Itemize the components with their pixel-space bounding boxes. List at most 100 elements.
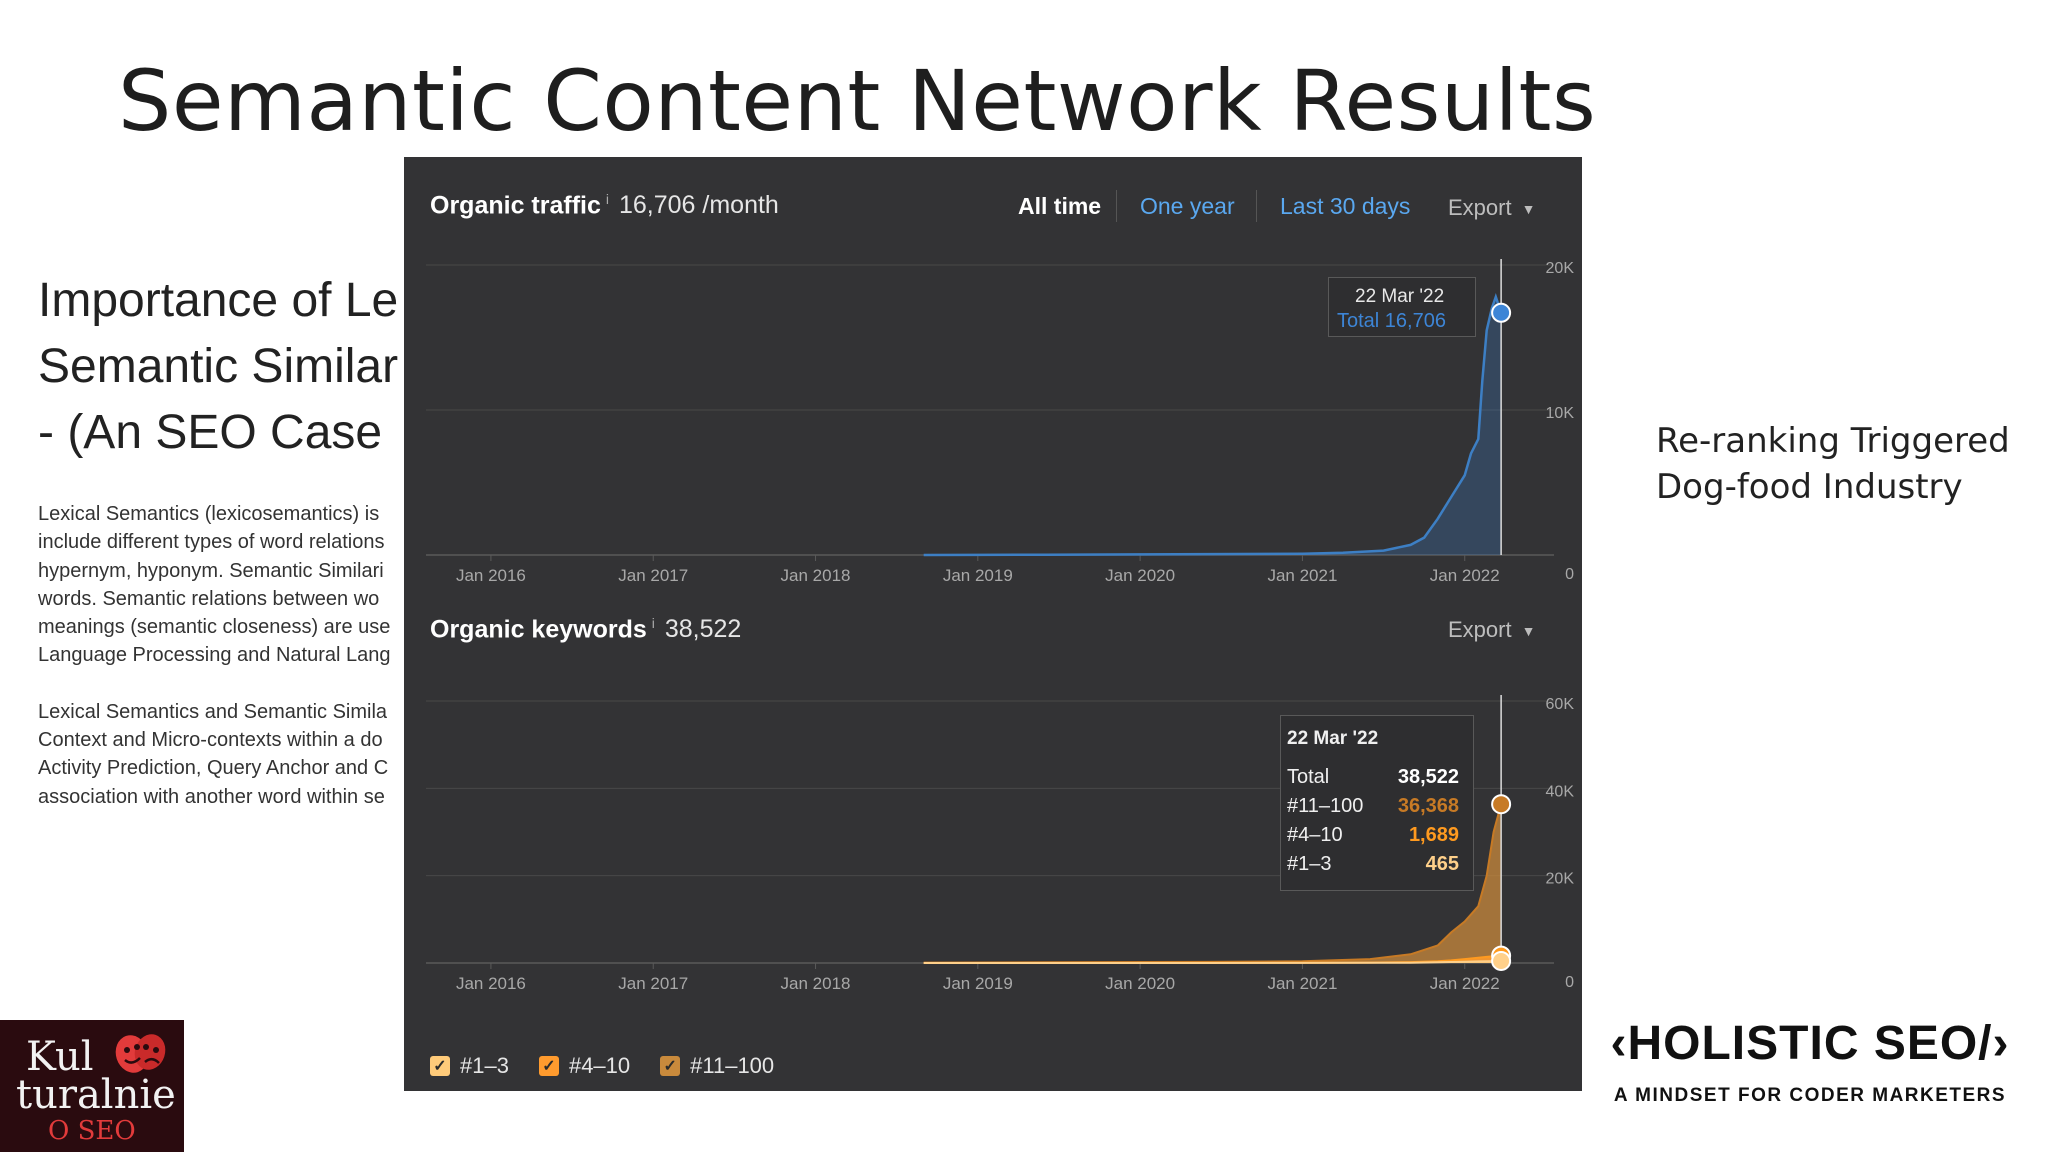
article-text-line: meanings (semantic closeness) are use: [38, 616, 391, 639]
tooltip-row-value: 465: [1425, 853, 1459, 875]
article-paragraph-2: Lexical Semantics and Semantic Simila Co…: [38, 698, 418, 811]
traffic-export-button[interactable]: Export ▼: [1448, 195, 1535, 221]
x-tick-label: Jan 2020: [1105, 974, 1175, 993]
keywords-tooltip-row: #11–100 36,368: [1287, 795, 1459, 818]
side-note: Re-ranking Triggered Dog-food Industry: [1656, 418, 2010, 510]
traffic-tooltip: 22 Mar '22 Total 16,706: [1328, 277, 1476, 337]
x-tick-label: Jan 2020: [1105, 566, 1175, 585]
caret-down-icon: ▼: [1521, 201, 1536, 218]
organic-keywords-title: Organic keywords: [430, 615, 647, 644]
range-last-30-days[interactable]: Last 30 days: [1280, 193, 1411, 219]
organic-keywords-header: Organic keywords i 38,522: [430, 615, 741, 644]
x-tick-label: Jan 2021: [1267, 566, 1337, 585]
keywords-export-button[interactable]: Export ▼: [1448, 617, 1535, 643]
legend-item-11-100[interactable]: ✓ #11–100: [660, 1053, 774, 1079]
traffic-chart-svg: Jan 2016 Jan 2017 Jan 2018 Jan 2019 Jan 2020…: [426, 259, 1575, 585]
article-text-line: Activity Prediction, Query Anchor and C: [38, 757, 389, 780]
background-article: Importance of Le Semantic Similar - (An …: [38, 268, 418, 828]
keywords-tooltip-row: Total 38,522: [1287, 766, 1459, 789]
tooltip-row-label: #1–3: [1287, 853, 1332, 875]
slide-title: Semantic Content Network Results: [118, 52, 1597, 150]
checkbox-checked-icon[interactable]: ✓: [538, 1056, 559, 1076]
legend-label: #1–3: [460, 1053, 509, 1078]
x-tick-label: Jan 2021: [1267, 974, 1337, 993]
legend-item-4-10[interactable]: ✓ #4–10: [538, 1053, 631, 1079]
article-heading-line: - (An SEO Case: [38, 406, 383, 459]
x-tick-label: Jan 2016: [456, 566, 526, 585]
x-tick-label: Jan 2016: [456, 974, 526, 993]
range-one-year[interactable]: One year: [1140, 193, 1235, 219]
checkbox-checked-icon[interactable]: ✓: [660, 1056, 681, 1076]
range-all-time[interactable]: All time: [1018, 193, 1102, 219]
ahrefs-overview-panel: Organic traffic i 16,706 /month All time O…: [404, 157, 1582, 1091]
organic-traffic-value: 16,706 /month: [619, 191, 779, 220]
article-heading-line: Semantic Similar: [38, 340, 399, 393]
info-icon[interactable]: i: [651, 615, 655, 631]
organic-traffic-title: Organic traffic: [430, 191, 601, 220]
keywords-line-top3: [923, 960, 1502, 964]
article-paragraph-1: Lexical Semantics (lexicosemantics) is i…: [38, 500, 418, 670]
y-tick-label: 20K: [1546, 871, 1575, 888]
theater-masks-icon: [115, 1034, 166, 1073]
traffic-tooltip-total: Total 16,706: [1337, 310, 1446, 332]
article-text-line: include different types of word relation…: [38, 531, 385, 554]
x-tick-label: Jan 2017: [618, 974, 688, 993]
tooltip-row-label: Total: [1287, 766, 1330, 788]
y-tick-label: 20K: [1546, 260, 1575, 277]
range-divider: [1256, 190, 1257, 222]
traffic-tooltip-date: 22 Mar '22: [1355, 286, 1445, 307]
x-tick-label: Jan 2018: [781, 974, 851, 993]
info-icon[interactable]: i: [605, 191, 609, 207]
article-text-line: words. Semantic relations between wo: [38, 587, 380, 610]
article-text-line: association with another word within se: [38, 785, 385, 808]
logo-text: O SEO: [48, 1116, 136, 1146]
article-text-line: hypernym, hyponym. Semantic Similari: [38, 559, 384, 582]
export-label: Export: [1448, 195, 1512, 220]
logo-text: turalnie: [16, 1072, 176, 1118]
y-tick-label: 10K: [1546, 405, 1575, 422]
article-text-line: Lexical Semantics (lexicosemantics) is: [38, 503, 380, 525]
legend-item-top3[interactable]: ✓ #1–3: [430, 1053, 509, 1079]
keywords-point-top3[interactable]: [1491, 950, 1512, 971]
x-tick-label: Jan 2019: [943, 566, 1013, 585]
organic-keywords-value: 38,522: [664, 615, 742, 644]
legend-label: #11–100: [690, 1053, 775, 1078]
keywords-tooltip-row: #1–3 465: [1287, 853, 1459, 876]
x-tick-label: Jan 2019: [943, 974, 1013, 993]
tooltip-row-label: #11–100: [1287, 795, 1364, 817]
organic-traffic-header: Organic traffic i 16,706 /month: [430, 191, 779, 220]
logo-tagline: A MINDSET FOR CODER MARKETERS: [1613, 1085, 2007, 1106]
keywords-area-11-100: [923, 804, 1502, 963]
traffic-area: [923, 296, 1502, 555]
x-tick-label: Jan 2018: [781, 566, 851, 585]
article-heading: Importance of Le Semantic Similar - (An …: [38, 268, 418, 466]
tooltip-row-value: 38,522: [1397, 766, 1459, 788]
range-divider: [1116, 190, 1117, 222]
checkbox-checked-icon[interactable]: ✓: [430, 1056, 450, 1076]
keywords-tooltip-row: #4–10 1,689: [1287, 824, 1459, 847]
side-note-line: Dog-food Industry: [1656, 467, 1963, 507]
traffic-line: [923, 293, 1503, 557]
caret-down-icon: ▼: [1521, 623, 1536, 640]
traffic-chart[interactable]: Jan 2016 Jan 2017 Jan 2018 Jan 2019 Jan 2020…: [404, 245, 1582, 745]
x-tick-label: Jan 2022: [1430, 566, 1500, 585]
article-heading-line: Importance of Le: [38, 274, 399, 327]
article-text-line: Language Processing and Natural Lang: [38, 644, 391, 667]
keywords-legend: ✓ #1–3 ✓ #4–10 ✓ #11–100: [430, 1053, 774, 1079]
kulturalnie-logo: Kul turalnie O SEO: [0, 1020, 184, 1152]
export-label: Export: [1448, 617, 1512, 642]
keywords-point-11-100[interactable]: [1491, 794, 1512, 815]
keywords-tooltip: 22 Mar '22 Total 38,522 #11–100 36,368 #4–10…: [1280, 715, 1474, 891]
logo-text: Kul: [26, 1034, 94, 1080]
side-note-line: Re-ranking Triggered: [1656, 421, 2010, 461]
legend-label: #4–10: [568, 1053, 631, 1078]
keywords-tooltip-date: 22 Mar '22: [1287, 728, 1379, 749]
x-tick-label: Jan 2017: [618, 566, 688, 585]
y-tick-label: 60K: [1546, 696, 1575, 713]
y-tick-label: 0: [1565, 566, 1574, 583]
traffic-point[interactable]: [1491, 302, 1512, 323]
tooltip-row-label: #4–10: [1287, 824, 1343, 846]
article-text-line: Lexical Semantics and Semantic Simila: [38, 700, 388, 723]
y-tick-label: 0: [1565, 974, 1574, 991]
tooltip-row-value: 1,689: [1408, 824, 1459, 846]
